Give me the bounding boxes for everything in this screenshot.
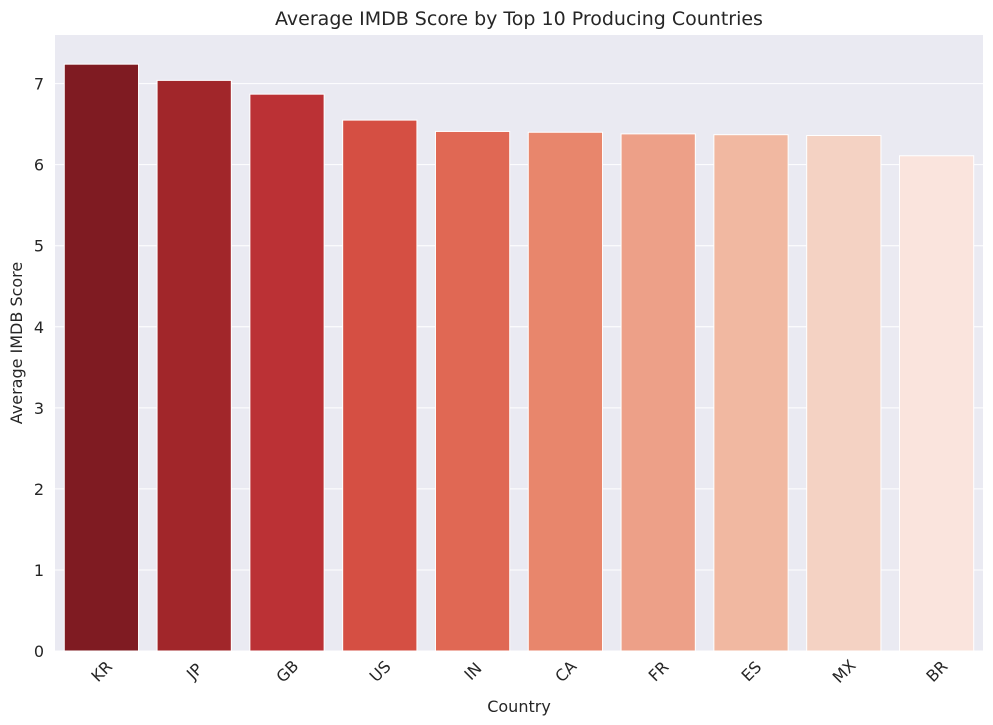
bar-ca bbox=[527, 131, 604, 652]
bar-gb bbox=[249, 93, 325, 652]
bars bbox=[63, 63, 975, 652]
x-tick-label: JP bbox=[182, 659, 207, 684]
bar-br bbox=[898, 155, 975, 652]
x-tick-label: KR bbox=[87, 657, 116, 686]
chart-title: Average IMDB Score by Top 10 Producing C… bbox=[275, 8, 763, 30]
y-tick-label: 3 bbox=[34, 399, 44, 418]
bar-mx bbox=[806, 135, 882, 652]
bar-kr bbox=[63, 63, 140, 652]
y-axis-label: Average IMDB Score bbox=[7, 262, 26, 425]
bar-fr bbox=[620, 133, 696, 652]
y-tick-label: 2 bbox=[34, 480, 44, 499]
y-tick-labels: 0 1 2 3 4 5 6 7 bbox=[34, 75, 44, 661]
x-tick-label: US bbox=[366, 657, 395, 686]
bar-jp bbox=[156, 79, 232, 652]
x-tick-label: ES bbox=[737, 657, 765, 685]
y-tick-label: 7 bbox=[34, 75, 44, 94]
x-tick-label: BR bbox=[922, 657, 951, 686]
bar-in bbox=[434, 130, 511, 652]
x-tick-label: IN bbox=[460, 659, 485, 684]
bar-es bbox=[713, 134, 789, 652]
x-tick-label: FR bbox=[645, 657, 673, 685]
x-tick-label: MX bbox=[829, 656, 860, 687]
y-tick-label: 4 bbox=[34, 318, 44, 337]
x-tick-label: CA bbox=[551, 657, 580, 686]
y-tick-label: 6 bbox=[34, 156, 44, 175]
y-tick-label: 5 bbox=[34, 237, 44, 256]
y-tick-label: 1 bbox=[34, 561, 44, 580]
x-tick-labels: KR JP GB US IN CA FR ES MX BR bbox=[87, 656, 951, 687]
x-axis-label: Country bbox=[487, 697, 551, 716]
x-tick-label: GB bbox=[272, 656, 302, 686]
bar-us bbox=[342, 119, 418, 652]
y-tick-label: 0 bbox=[34, 642, 44, 661]
